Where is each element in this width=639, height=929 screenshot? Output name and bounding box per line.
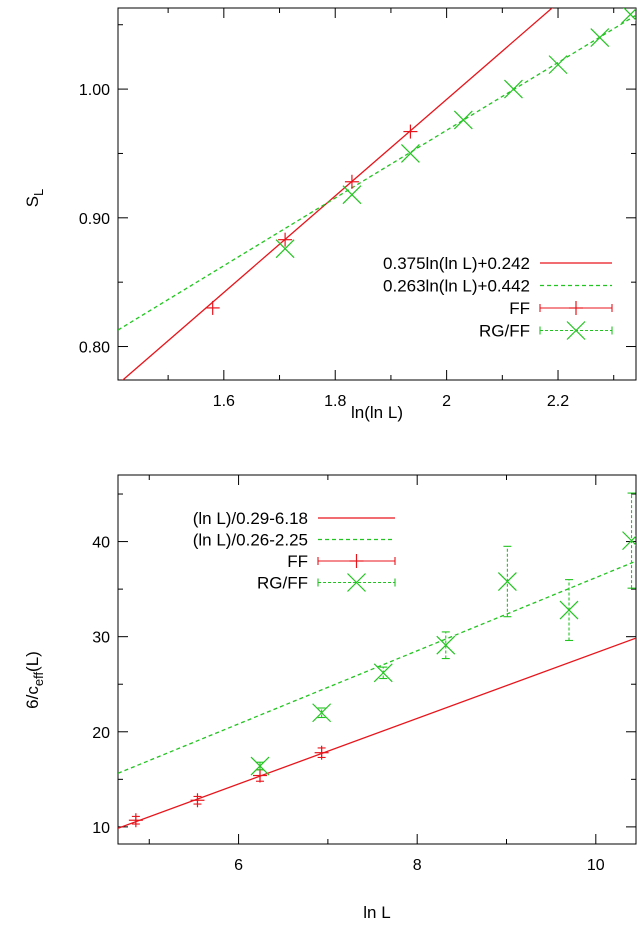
data-point: [400, 144, 420, 163]
legend-label: (ln L)/0.29-6.18: [193, 509, 308, 528]
y-tick-label: 0.90: [79, 211, 110, 228]
y-axis-title: 6/ceff(L): [23, 651, 46, 709]
data-point: [344, 174, 359, 189]
data-point: [621, 8, 636, 24]
x-axis-title: ln(ln L): [351, 403, 403, 422]
x-tick-label: 2: [442, 393, 451, 410]
legend-label: RG/FF: [257, 574, 308, 593]
fit-line: [118, 560, 636, 774]
data-point: [436, 635, 456, 655]
legend-label: FF: [287, 552, 308, 571]
plot-frame: [117, 474, 637, 845]
data-point: [373, 663, 393, 683]
data-point: [403, 124, 418, 139]
fit-line: [118, 14, 636, 331]
legend-marker: [347, 573, 366, 592]
error-bar: [317, 707, 326, 719]
data-point: [119, 383, 133, 397]
x-tick-label: 6: [234, 857, 243, 874]
legend-label: FF: [509, 299, 530, 318]
data-point: [590, 28, 610, 48]
y-tick-label: 0.80: [79, 340, 110, 357]
data-point: [453, 110, 473, 130]
y-tick-label: 1.00: [79, 82, 110, 99]
legend-label: (ln L)/0.26-2.25: [193, 531, 308, 550]
legend-label: RG/FF: [479, 322, 530, 341]
plot-frame: [117, 7, 637, 381]
data-point: [622, 531, 636, 551]
data-point: [504, 79, 523, 99]
legend-label: 0.263ln(ln L)+0.442: [383, 277, 530, 296]
y-tick-label: 30: [92, 630, 110, 647]
data-point: [548, 55, 568, 75]
x-axis-title: ln L: [363, 903, 390, 922]
x-tick-label: 1.6: [213, 393, 235, 410]
x-tick-label: 10: [587, 857, 605, 874]
legend-marker: [569, 301, 583, 315]
y-axis-title: SL: [23, 189, 46, 208]
fit-line: [118, 637, 636, 829]
data-point: [497, 572, 517, 591]
x-tick-label: 2.2: [547, 393, 569, 410]
x-tick-label: 8: [413, 857, 422, 874]
y-tick-label: 10: [92, 820, 110, 837]
data-point: [250, 756, 270, 776]
data-point: [205, 300, 220, 315]
x-tick-label: 1.8: [324, 393, 346, 410]
data-point: [278, 232, 293, 247]
legend-marker: [566, 321, 586, 340]
error-bar: [441, 631, 450, 660]
error-bar: [256, 761, 265, 771]
data-point: [190, 793, 205, 808]
chart-top-sl-vs-lnlnl: 1.6 1.8 2 2.2 0.80 0.90 1.00 ln(ln L) SL 0.375ln(…: [23, 7, 637, 422]
chart-bottom-ceff-vs-lnl: 6 8 10 10 20 30 40 ln L 6/ceff(L) (ln L)/0.29-6.1…: [23, 474, 637, 922]
legend-marker: [349, 554, 364, 568]
plot-area: [118, 492, 636, 829]
plot-area: [118, 8, 636, 397]
data-point: [559, 600, 579, 620]
data-point: [312, 703, 332, 723]
data-point: [342, 185, 362, 205]
legend-label: 0.375ln(ln L)+0.242: [383, 254, 530, 273]
data-point: [314, 745, 329, 760]
data-point: [253, 768, 268, 783]
data-point: [128, 813, 143, 828]
y-tick-label: 40: [92, 535, 110, 552]
data-point: [275, 239, 295, 259]
fit-line: [121, 8, 554, 380]
legend: (ln L)/0.29-6.18 (ln L)/0.26-2.25 FF RG/FF: [193, 509, 396, 593]
legend: 0.375ln(ln L)+0.242 0.263ln(ln L)+0.442 FF…: [383, 254, 613, 341]
y-tick-label: 20: [92, 725, 110, 742]
